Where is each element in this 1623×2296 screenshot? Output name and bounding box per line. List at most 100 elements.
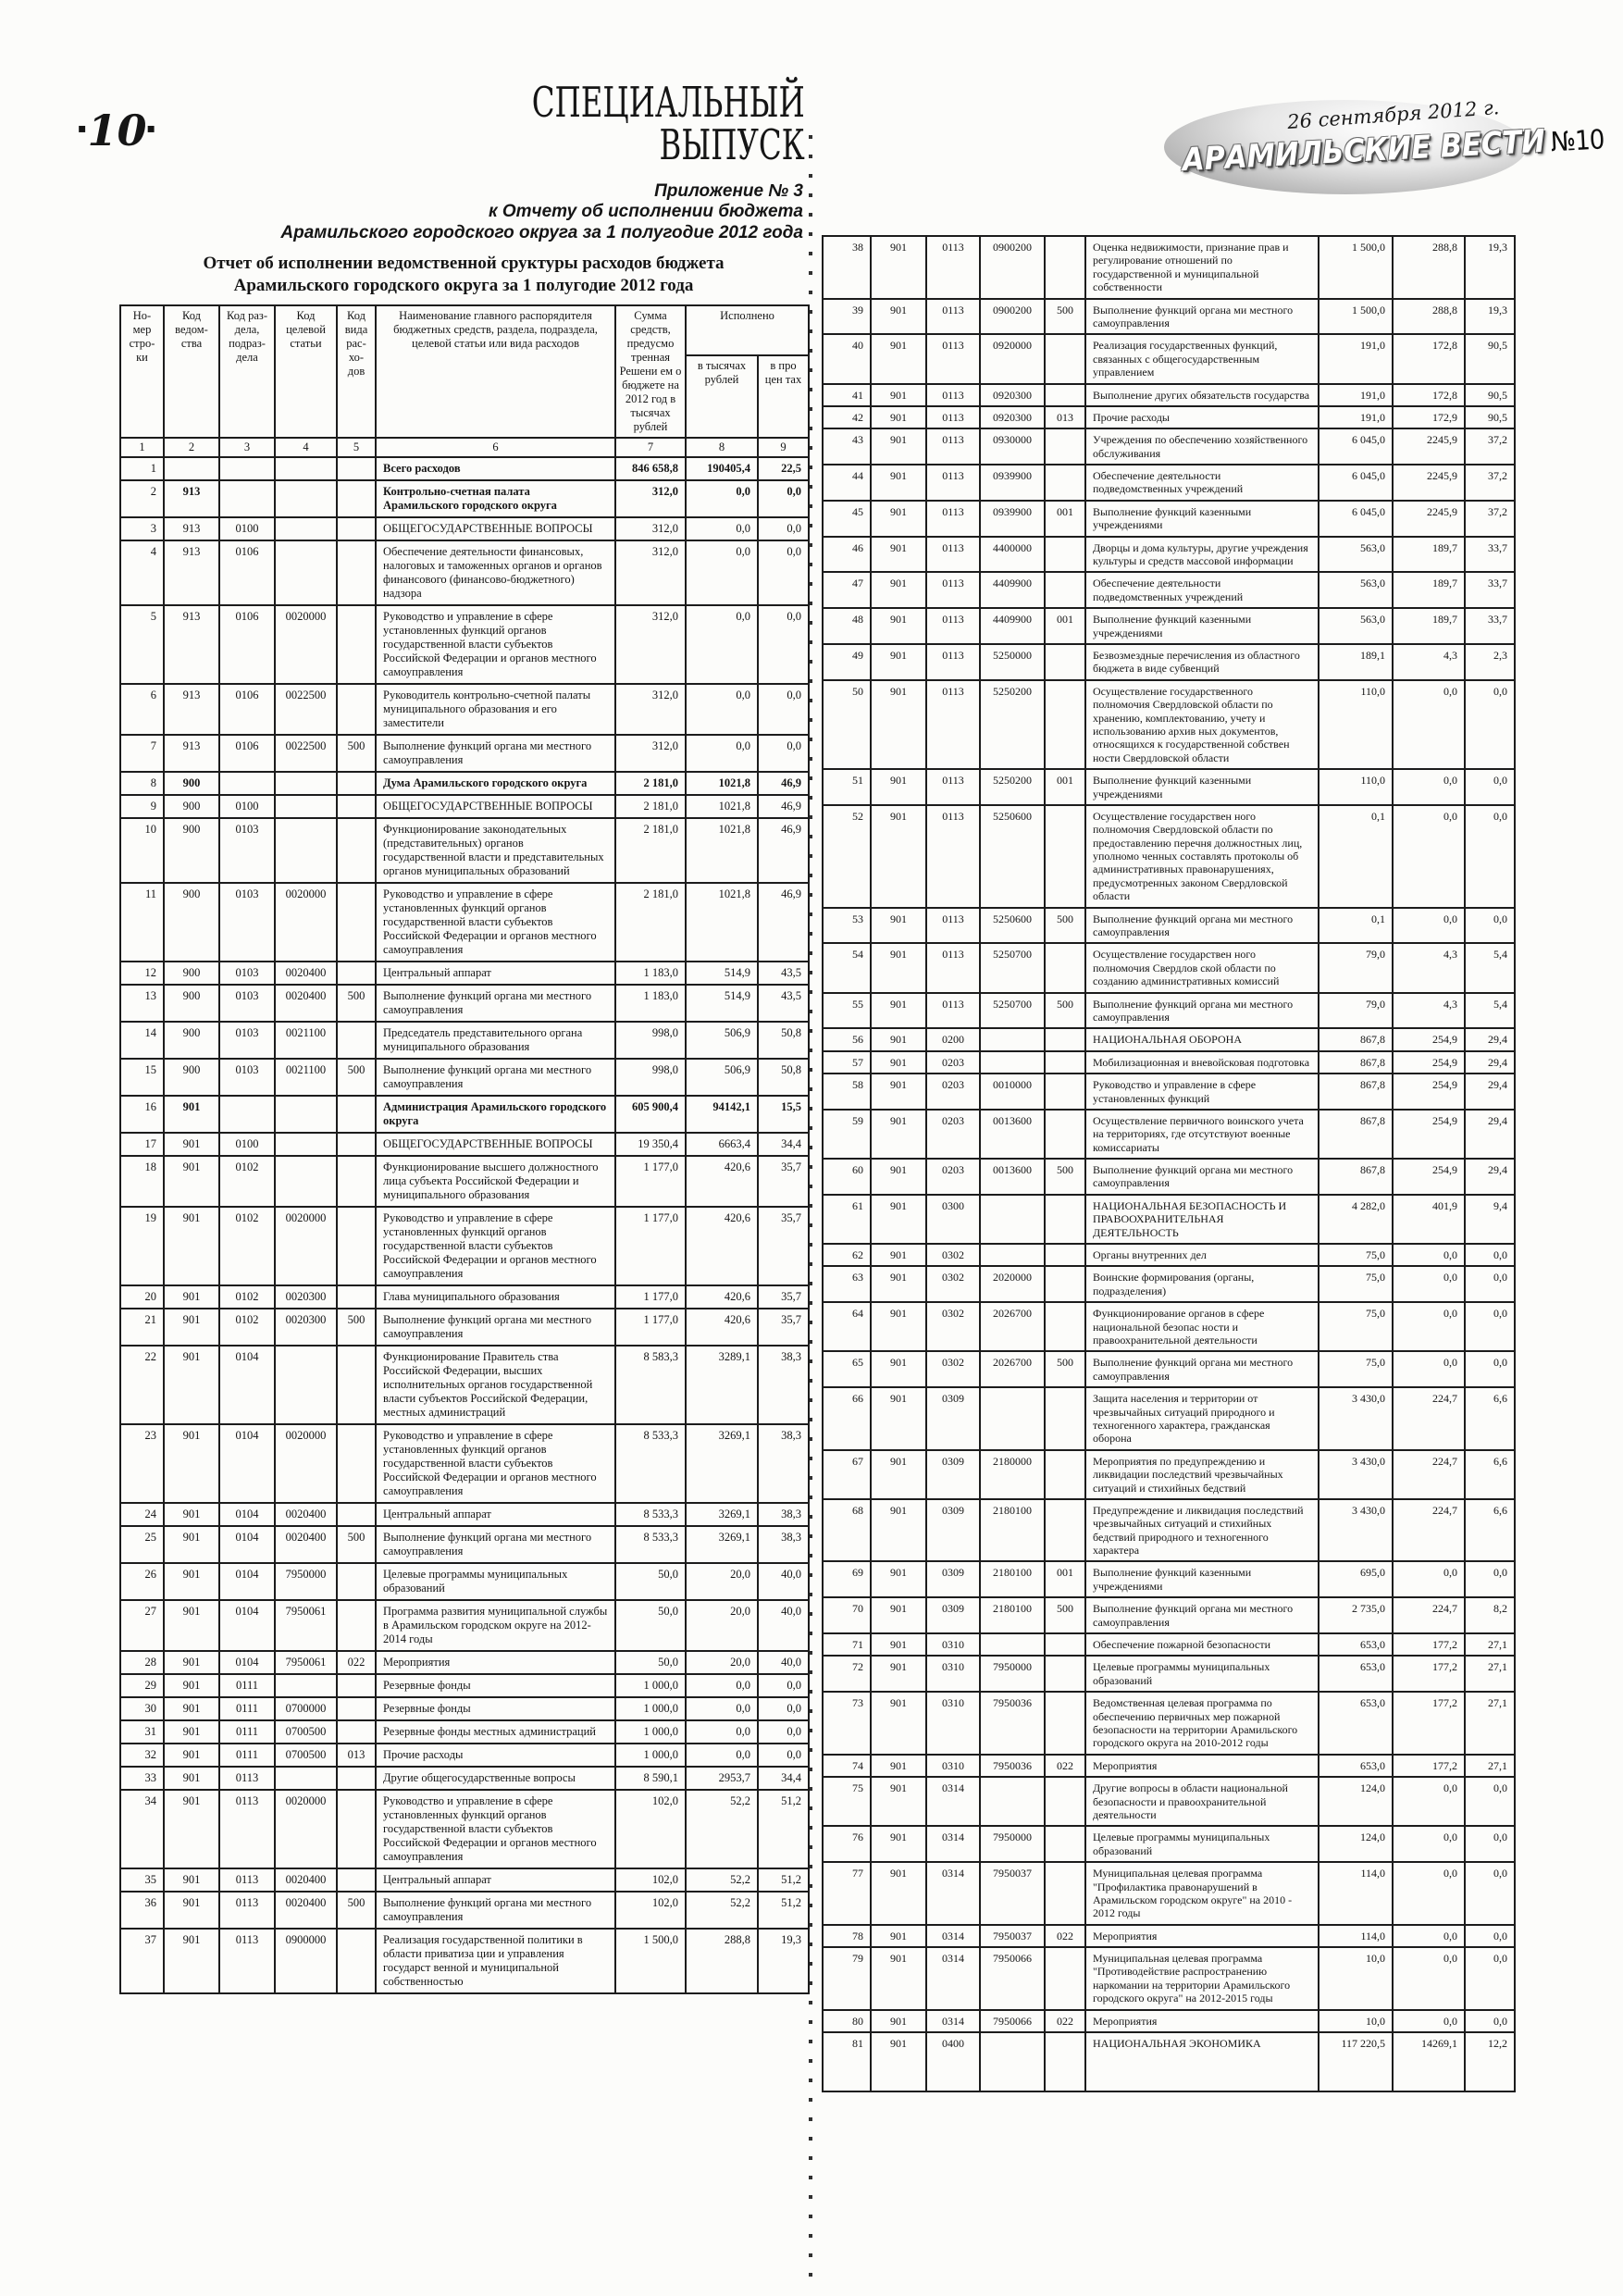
executed-rub-cell: 3269,1 — [685, 1524, 759, 1564]
planned-sum-cell: 6 045,0 — [1318, 428, 1394, 466]
expense-name-cell: Выполнение функций органа ми местного са… — [375, 733, 616, 773]
razdel-code-cell: 0103 — [218, 881, 276, 962]
vedomstvo-code-cell: 901 — [163, 1598, 220, 1652]
target-article-code-cell — [979, 2031, 1046, 2093]
row-number-cell: 1 — [119, 455, 165, 481]
expense-type-code-cell: 500 — [336, 733, 377, 773]
expense-type-code-cell: 022 — [336, 1649, 377, 1675]
target-article-code-cell — [274, 478, 338, 518]
table-row: 50 901 0113 5250200 Осуществление государств… — [822, 678, 1516, 771]
executed-pct-cell: 6,6 — [1464, 1448, 1516, 1500]
target-article-code-cell: 7950061 — [274, 1649, 338, 1675]
planned-sum-cell: 8 533,3 — [614, 1524, 687, 1564]
col-header-razdel-code: Код раз-дела, подраз-дела — [218, 304, 276, 439]
expense-name-cell: Всего расходов — [375, 455, 616, 481]
table-row: 66 901 0309 Защита населения и территории о… — [822, 1386, 1516, 1451]
vedomstvo-code-cell: 900 — [163, 770, 220, 796]
executed-pct-cell: 0,0 — [756, 1742, 811, 1768]
table-row: 54 901 0113 5250700 Осуществление государств… — [822, 942, 1516, 994]
vedomstvo-code-cell: 901 — [870, 1049, 927, 1075]
expense-name-cell: Резервные фонды — [375, 1695, 616, 1721]
planned-sum-cell: 102,0 — [614, 1867, 687, 1893]
expense-name-cell: Выполнение функций органа ми местного са… — [1084, 1350, 1319, 1389]
vedomstvo-code-cell: 901 — [870, 1691, 927, 1756]
executed-pct-cell: 34,4 — [756, 1131, 811, 1157]
row-number-cell: 64 — [822, 1301, 872, 1353]
expense-name-cell: Выполнение функций казенными учреждениям… — [1084, 1560, 1319, 1599]
executed-rub-cell: 0,0 — [685, 603, 759, 685]
executed-rub-cell: 420,6 — [685, 1205, 759, 1286]
table-row: 73 901 0310 7950036 Ведомственная целевая пр… — [822, 1691, 1516, 1756]
executed-rub-cell: 189,7 — [1392, 535, 1466, 574]
expense-type-code-cell — [1044, 642, 1086, 681]
planned-sum-cell: 653,0 — [1318, 1632, 1394, 1657]
executed-pct-cell: 50,8 — [756, 1020, 811, 1060]
vedomstvo-code-cell: 901 — [870, 1946, 927, 2011]
table-row: 35 901 0113 0020400 Центральный аппарат 102,0… — [119, 1867, 811, 1893]
planned-sum-cell: 50,0 — [614, 1561, 687, 1601]
planned-sum-cell: 124,0 — [1318, 1825, 1394, 1864]
table-row: 61 901 0300 НАЦИОНАЛЬНАЯ БЕЗОПАСНОСТЬ И ПРА… — [822, 1193, 1516, 1246]
row-number-cell: 26 — [119, 1561, 165, 1601]
expense-name-cell: Выполнение функций казенными учреждениям… — [1084, 768, 1319, 806]
target-article-code-cell: 0900000 — [274, 1927, 338, 1994]
vedomstvo-code-cell: 901 — [163, 1307, 220, 1347]
table-row: 62 901 0302 Органы внутренних дел 75,0 0,0 0,0 — [822, 1243, 1516, 1268]
executed-pct-cell: 0,0 — [1464, 1243, 1516, 1268]
vedomstvo-code-cell: 901 — [870, 906, 927, 945]
row-number-cell: 55 — [822, 991, 872, 1030]
planned-sum-cell: 1 500,0 — [614, 1927, 687, 1994]
razdel-code-cell: 0302 — [925, 1301, 981, 1353]
executed-rub-cell: 0,0 — [1392, 1825, 1466, 1864]
razdel-code-cell: 0100 — [218, 515, 276, 541]
executed-rub-cell: 2245,9 — [1392, 499, 1466, 538]
expense-name-cell: Органы внутренних дел — [1084, 1243, 1319, 1268]
planned-sum-cell: 1 183,0 — [614, 983, 687, 1023]
expense-name-cell: Осуществление государствен ного полномоч… — [1084, 942, 1319, 994]
executed-rub-cell: 514,9 — [685, 983, 759, 1023]
target-article-code-cell: 5250200 — [979, 768, 1046, 806]
row-number-cell: 54 — [822, 942, 872, 994]
row-number-cell: 67 — [822, 1448, 872, 1500]
razdel-code-cell: 0102 — [218, 1154, 276, 1208]
executed-rub-cell: 288,8 — [685, 1927, 759, 1994]
expense-type-code-cell — [1044, 1193, 1086, 1246]
expense-type-code-cell: 500 — [1044, 991, 1086, 1030]
table-row: 75 901 0314 Другие вопросы в области национ… — [822, 1776, 1516, 1828]
expense-name-cell: Обеспечение пожарной безопасности — [1084, 1632, 1319, 1657]
expense-name-cell: НАЦИОНАЛЬНАЯ ЭКОНОМИКА — [1084, 2031, 1319, 2093]
table-row: 39 901 0113 0900200 500 Выполнение функций ор… — [822, 297, 1516, 336]
table-row: 23 901 0104 0020000 Руководство и управление… — [119, 1422, 811, 1504]
target-article-code-cell: 0020000 — [274, 603, 338, 685]
table-row: 4 913 0106 Обеспечение деятельности финансо… — [119, 539, 811, 606]
planned-sum-cell: 2 181,0 — [614, 881, 687, 962]
razdel-code-cell: 0106 — [218, 733, 276, 773]
executed-rub-cell: 4,3 — [1392, 991, 1466, 1030]
expense-name-cell: Программа развития муниципальной службы … — [375, 1598, 616, 1652]
vedomstvo-code-cell: 901 — [163, 1719, 220, 1744]
table-row: 40 901 0113 0920000 Реализация государственн… — [822, 333, 1516, 385]
planned-sum-cell: 1 000,0 — [614, 1719, 687, 1744]
row-number-cell: 58 — [822, 1073, 872, 1111]
expense-type-code-cell — [1044, 1946, 1086, 2011]
expense-name-cell: ОБЩЕГОСУДАРСТВЕННЫЕ ВОПРОСЫ — [375, 1131, 616, 1157]
expense-name-cell: Целевые программы муниципальных образова… — [1084, 1825, 1319, 1864]
executed-pct-cell: 0,0 — [756, 515, 811, 541]
executed-pct-cell: 0,0 — [756, 478, 811, 518]
planned-sum-cell: 1 000,0 — [614, 1742, 687, 1768]
expense-name-cell: Муниципальная целевая программа "Противо… — [1084, 1946, 1319, 2011]
vedomstvo-code-cell: 900 — [163, 960, 220, 986]
razdel-code-cell: 0111 — [218, 1742, 276, 1768]
expense-name-cell: Выполнение функций органа ми местного са… — [375, 1524, 616, 1564]
razdel-code-cell: 0104 — [218, 1598, 276, 1652]
planned-sum-cell: 117 220,5 — [1318, 2031, 1394, 2093]
expense-type-code-cell — [1044, 535, 1086, 574]
row-number-cell: 20 — [119, 1284, 165, 1309]
expense-type-code-cell — [336, 1501, 377, 1527]
executed-rub-cell: 224,7 — [1392, 1448, 1466, 1500]
row-number-cell: 74 — [822, 1753, 872, 1779]
razdel-code-cell: 0113 — [925, 571, 981, 610]
vedomstvo-code-cell: 900 — [163, 1020, 220, 1060]
row-number-cell: 36 — [119, 1890, 165, 1930]
executed-rub-cell: 52,2 — [685, 1890, 759, 1930]
